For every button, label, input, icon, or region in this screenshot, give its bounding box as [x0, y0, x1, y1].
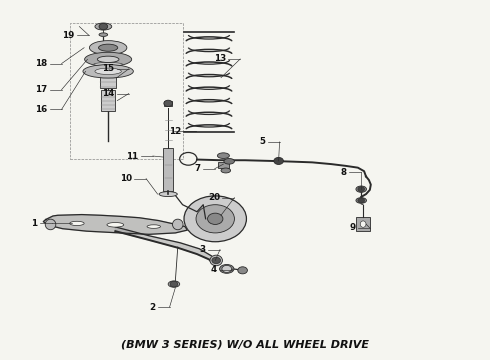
- Ellipse shape: [95, 23, 112, 30]
- Ellipse shape: [356, 198, 367, 203]
- Ellipse shape: [94, 63, 122, 66]
- Text: 12: 12: [170, 127, 182, 136]
- Bar: [70, 23, 183, 159]
- Circle shape: [222, 265, 232, 273]
- Text: 4: 4: [211, 265, 217, 274]
- Ellipse shape: [172, 219, 183, 230]
- Circle shape: [212, 257, 220, 264]
- Ellipse shape: [98, 56, 119, 63]
- Ellipse shape: [356, 186, 367, 192]
- Circle shape: [99, 23, 108, 30]
- Text: 5: 5: [259, 138, 265, 147]
- Bar: [356, 217, 370, 231]
- Ellipse shape: [45, 219, 56, 230]
- Text: 13: 13: [214, 54, 226, 63]
- Circle shape: [170, 281, 178, 287]
- Circle shape: [274, 157, 283, 165]
- Ellipse shape: [360, 221, 366, 227]
- Ellipse shape: [220, 265, 234, 273]
- Ellipse shape: [85, 52, 132, 66]
- Text: 17: 17: [35, 85, 47, 94]
- Ellipse shape: [98, 44, 118, 51]
- Text: 11: 11: [126, 152, 138, 161]
- Ellipse shape: [147, 225, 161, 228]
- Bar: [164, 101, 172, 106]
- Text: 16: 16: [35, 105, 47, 114]
- Text: 10: 10: [120, 174, 132, 183]
- Text: 15: 15: [102, 64, 114, 73]
- Ellipse shape: [224, 158, 234, 164]
- Bar: [218, 162, 229, 168]
- Ellipse shape: [83, 65, 133, 78]
- Ellipse shape: [221, 168, 231, 173]
- Bar: [163, 148, 173, 190]
- Polygon shape: [115, 227, 214, 264]
- Circle shape: [184, 196, 246, 242]
- Circle shape: [238, 267, 247, 274]
- Circle shape: [208, 213, 223, 224]
- Text: 19: 19: [62, 31, 74, 40]
- Polygon shape: [43, 215, 187, 234]
- Circle shape: [196, 205, 234, 233]
- Ellipse shape: [218, 153, 229, 158]
- Text: 7: 7: [194, 164, 200, 173]
- Text: 3: 3: [199, 245, 206, 254]
- Ellipse shape: [89, 41, 127, 55]
- Ellipse shape: [168, 281, 180, 287]
- Text: 14: 14: [102, 89, 114, 98]
- Ellipse shape: [95, 68, 122, 75]
- Ellipse shape: [107, 222, 124, 227]
- Circle shape: [358, 198, 365, 203]
- Text: 8: 8: [341, 168, 347, 177]
- Text: (BMW 3 SERIES) W/O ALL WHEEL DRIVE: (BMW 3 SERIES) W/O ALL WHEEL DRIVE: [121, 339, 369, 349]
- Bar: [100, 67, 116, 88]
- Text: 2: 2: [149, 302, 155, 311]
- Circle shape: [358, 187, 365, 192]
- Ellipse shape: [159, 192, 177, 197]
- Text: 20: 20: [208, 193, 220, 202]
- Ellipse shape: [70, 221, 84, 225]
- Text: 9: 9: [349, 224, 355, 233]
- Ellipse shape: [99, 33, 108, 36]
- Ellipse shape: [210, 255, 222, 266]
- Bar: [101, 90, 115, 111]
- Text: 18: 18: [35, 59, 47, 68]
- Text: 1: 1: [31, 219, 38, 228]
- Circle shape: [164, 100, 172, 107]
